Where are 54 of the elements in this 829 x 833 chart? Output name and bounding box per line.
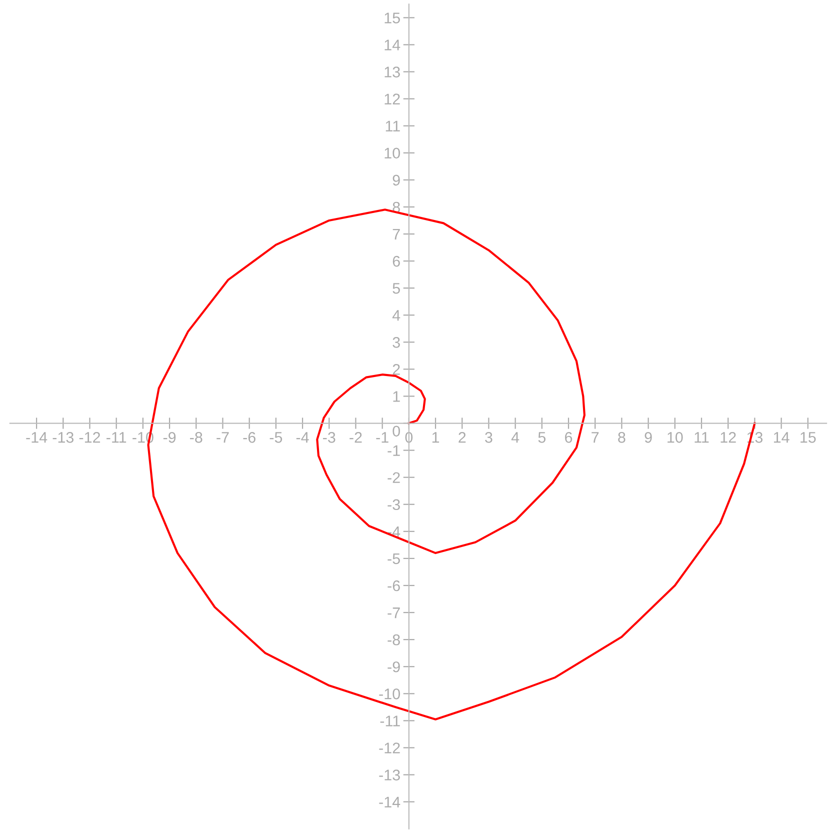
- y-tick-label: 6: [392, 256, 400, 267]
- x-tick-label: -7: [216, 432, 229, 443]
- y-tick-label: -1: [388, 445, 400, 456]
- y-tick-label: 2: [392, 364, 400, 375]
- x-tick-label: 10: [668, 432, 683, 443]
- y-tick-label: -12: [379, 742, 400, 754]
- x-tick-label: 8: [618, 432, 626, 443]
- y-tick-label: -13: [379, 770, 400, 780]
- y-tick-label: 14: [384, 40, 400, 50]
- x-tick-label: 9: [644, 432, 652, 443]
- y-tick-label: 15: [384, 12, 400, 24]
- y-tick-label: 5: [392, 283, 400, 294]
- y-tick-label: 1: [393, 391, 400, 402]
- x-tick-label: -12: [79, 432, 100, 443]
- x-tick-label: 15: [800, 432, 816, 443]
- y-tick-label: 3: [392, 337, 400, 348]
- x-tick-label: -3: [323, 432, 336, 443]
- x-tick-label: -11: [106, 432, 126, 443]
- x-tick-label: 6: [565, 432, 572, 443]
- x-tick-label: 7: [592, 432, 599, 443]
- y-tick-label: 10: [384, 148, 400, 159]
- x-tick-label: 14: [774, 432, 790, 443]
- x-tick-label: 3: [485, 432, 492, 443]
- x-tick-label: -6: [243, 432, 256, 443]
- x-tick-label: -9: [163, 432, 176, 443]
- y-tick-label: 7: [392, 229, 400, 240]
- y-tick-label: -10: [379, 688, 400, 700]
- y-tick-label: -8: [388, 634, 400, 646]
- y-tick-label: -7: [388, 608, 400, 618]
- y-tick-label: -9: [388, 661, 400, 672]
- x-tick-label: -4: [296, 432, 309, 443]
- y-tick-label: -14: [379, 796, 400, 808]
- x-tick-label: 12: [720, 432, 736, 443]
- y-tick-label: 11: [386, 120, 400, 132]
- y-tick-label: -4: [388, 526, 400, 537]
- y-tick-label: -6: [388, 580, 400, 592]
- y-tick-label: -11: [380, 716, 400, 726]
- x-tick-label: 2: [458, 432, 466, 443]
- x-tick-label: 11: [694, 432, 709, 443]
- x-tick-label: 1: [432, 432, 440, 443]
- x-tick-label: -5: [270, 432, 282, 443]
- y-tick-label: -5: [388, 553, 400, 564]
- x-tick-label: 4: [511, 432, 520, 443]
- y-tick-label: 13: [384, 66, 400, 78]
- x-tick-label: 5: [538, 432, 546, 443]
- y-tick-label: 12: [384, 94, 400, 104]
- y-tick-label: -2: [388, 472, 400, 483]
- x-tick-label: -2: [350, 432, 362, 443]
- y-tick-label: 4: [392, 310, 400, 321]
- x-tick-label: -8: [190, 432, 202, 443]
- x-tick-label: -14: [26, 432, 48, 443]
- x-tick-label: -13: [52, 432, 74, 443]
- y-tick-label: 9: [392, 174, 400, 186]
- y-tick-label: -3: [388, 499, 400, 510]
